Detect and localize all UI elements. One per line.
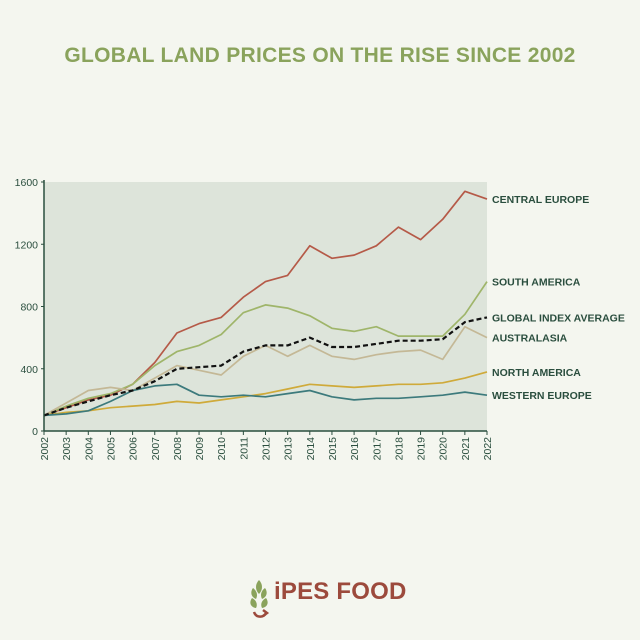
series-line-central-europe (43, 190, 488, 417)
series-label: GLOBAL INDEX AVERAGE (492, 312, 625, 324)
x-tick-label: 2003 (61, 437, 73, 461)
series-layer (43, 190, 488, 417)
x-tick-label: 2006 (128, 437, 140, 461)
series-line-south-america (43, 281, 488, 417)
y-tick-label: 800 (20, 302, 38, 314)
series-label: WESTERN EUROPE (492, 390, 592, 402)
y-tick-label: 0 (32, 426, 38, 438)
x-tick-label: 2022 (482, 437, 494, 461)
x-tick-label: 2017 (371, 437, 383, 461)
y-tick-label: 1600 (15, 177, 39, 189)
x-tick-label: 2010 (216, 437, 228, 461)
x-tick-label: 2015 (327, 437, 339, 461)
wheat-leaf-icon (250, 580, 270, 618)
x-ticks: 2002 2003 2004 2005 2006 2007 2008 2009 2010 2011… (39, 431, 494, 460)
x-tick-label: 2004 (83, 437, 95, 461)
ipes-food-logo: iPES FOOD (246, 574, 406, 624)
x-tick-label: 2002 (39, 437, 51, 461)
y-ticks: 0 400 800 1200 1600 (15, 177, 44, 438)
series-line-global-index-average (43, 316, 488, 417)
series-label: NORTH AMERICA (492, 367, 581, 379)
logo-text: iPES FOOD (274, 578, 407, 605)
x-tick-label: 2020 (438, 437, 450, 461)
plot-area (44, 182, 487, 431)
series-label: AUSTRALASIA (492, 333, 568, 345)
series-line-north-america (43, 371, 488, 417)
x-tick-label: 2005 (105, 437, 117, 461)
y-tick-label: 400 (20, 364, 38, 376)
y-tick-label: 1200 (15, 239, 39, 251)
x-tick-label: 2019 (416, 437, 428, 461)
x-tick-label: 2014 (305, 437, 317, 461)
x-tick-label: 2011 (238, 437, 250, 460)
series-label: CENTRAL EUROPE (492, 194, 589, 206)
series-line-western-europe (43, 383, 488, 417)
x-tick-label: 2012 (261, 437, 273, 461)
x-tick-label: 2016 (349, 437, 361, 461)
x-tick-label: 2013 (283, 437, 295, 461)
chart-title: GLOBAL LAND PRICES ON THE RISE SINCE 200… (64, 44, 576, 67)
series-labels: CENTRAL EUROPE SOUTH AMERICA GLOBAL INDEX … (492, 194, 625, 402)
x-tick-label: 2008 (172, 437, 184, 461)
x-tick-label: 2018 (393, 437, 405, 461)
x-tick-label: 2007 (150, 437, 162, 461)
series-label: SOUTH AMERICA (492, 277, 581, 289)
x-tick-label: 2021 (460, 437, 472, 461)
x-tick-label: 2009 (194, 437, 206, 461)
